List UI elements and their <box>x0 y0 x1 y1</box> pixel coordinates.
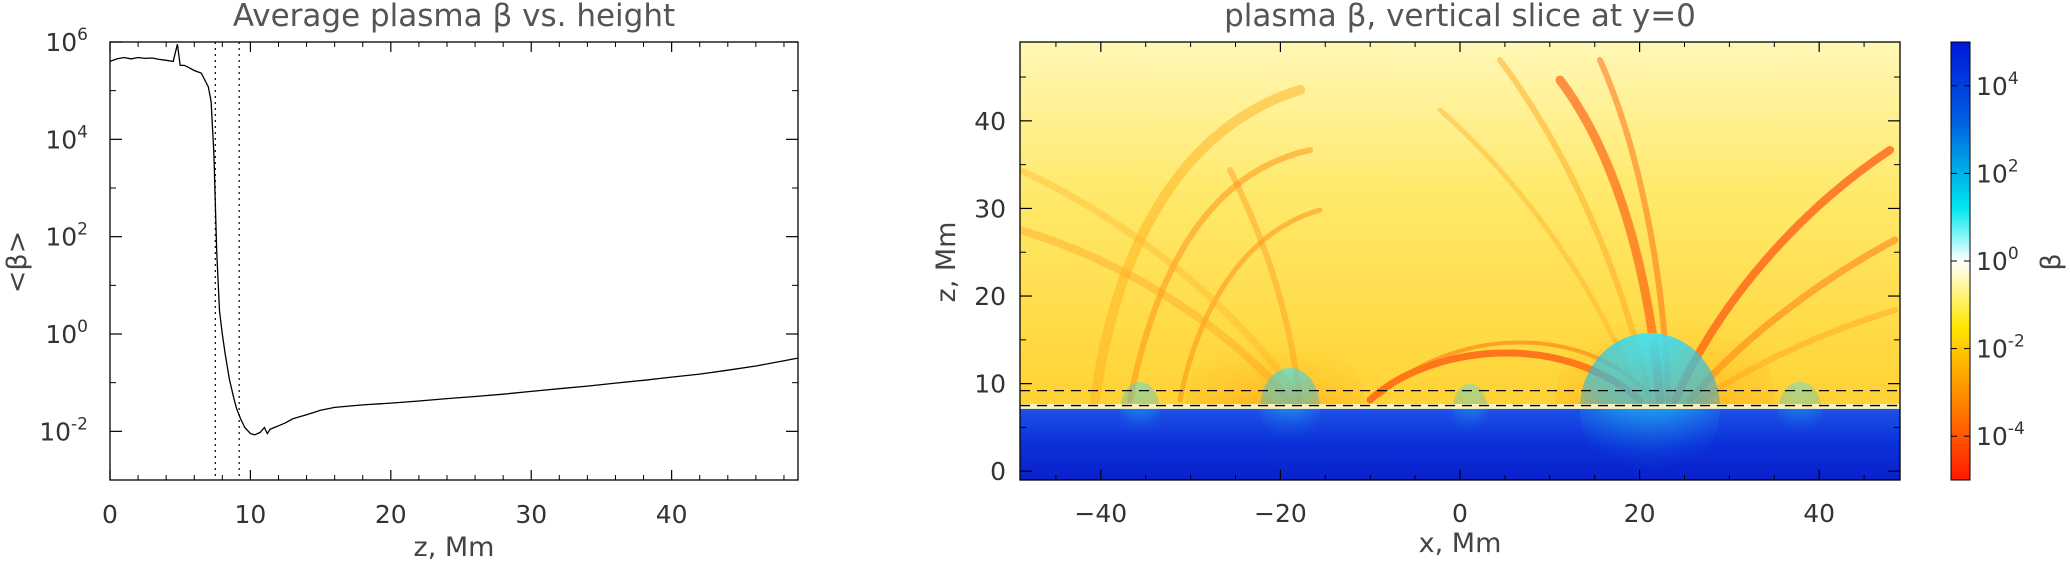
line-chart-panel: Average plasma β vs. height 0 10 20 30 40 106… <box>2 0 799 562</box>
heatmap-image <box>1020 42 1900 480</box>
colorbar-tick-label: 102 <box>1976 156 2019 188</box>
line-chart-x-tick-label: 40 <box>656 500 688 529</box>
line-chart-x-tick-label: 0 <box>102 500 118 529</box>
heatmap-x-axis-label: x, Mm <box>1419 528 1502 559</box>
heatmap-x-tick-label: −40 <box>1074 499 1127 528</box>
heatmap-x-tick-label: −20 <box>1254 499 1307 528</box>
line-chart-x-tick-label: 20 <box>375 500 407 529</box>
line-chart-series-line <box>109 44 799 436</box>
line-chart-title: Average plasma β vs. height <box>233 0 675 34</box>
heatmap-title: plasma β, vertical slice at y=0 <box>1224 0 1696 34</box>
heatmap-x-tick-label: 20 <box>1624 499 1656 528</box>
heatmap-y-tick-label: 20 <box>974 282 1006 311</box>
line-chart-x-tick-label: 10 <box>235 500 267 529</box>
line-chart-y-tick-label: 100 <box>45 317 88 349</box>
line-chart-y-tick-label: 104 <box>45 122 88 154</box>
heatmap-y-tick-label: 40 <box>974 107 1006 136</box>
heatmap-ticks: −40 −20 0 20 40 0 10 20 30 40 <box>974 42 1900 528</box>
colorbar-tick-label: 10-2 <box>1976 332 2025 364</box>
colorbar-ticks: 104 102 100 10-2 10-4 <box>1951 69 2025 451</box>
heatmap-x-tick-label: 40 <box>1803 499 1835 528</box>
heatmap-x-tick-label: 0 <box>1452 499 1468 528</box>
line-chart-plot-frame <box>109 41 799 481</box>
line-chart-y-tick-label: 106 <box>45 25 88 57</box>
colorbar-label: β <box>2036 253 2067 270</box>
heatmap-reference-lines <box>1020 389 1900 407</box>
heatmap-y-axis-label: z, Mm <box>931 222 962 303</box>
heatmap-y-tick-label: 0 <box>990 457 1006 486</box>
heatmap-y-tick-label: 30 <box>974 194 1006 223</box>
line-chart-y-tick-label: 102 <box>45 220 88 252</box>
heatmap-panel: plasma β, vertical slice at y=0 <box>931 0 2067 559</box>
colorbar-tick-label: 10-4 <box>1976 419 2025 451</box>
line-chart-y-axis-label: <β> <box>2 231 33 293</box>
heatmap-y-tick-label: 10 <box>974 370 1006 399</box>
line-chart-y-tick-label: 10-2 <box>39 414 88 446</box>
line-chart-x-tick-label: 30 <box>515 500 547 529</box>
line-chart-reference-lines <box>214 42 240 480</box>
colorbar-tick-label: 100 <box>1976 244 2019 276</box>
line-chart-x-axis-label: z, Mm <box>414 532 495 562</box>
line-chart-ticks: 0 10 20 30 40 106 104 102 100 10-2 <box>39 25 798 529</box>
colorbar-tick-label: 104 <box>1976 69 2019 101</box>
